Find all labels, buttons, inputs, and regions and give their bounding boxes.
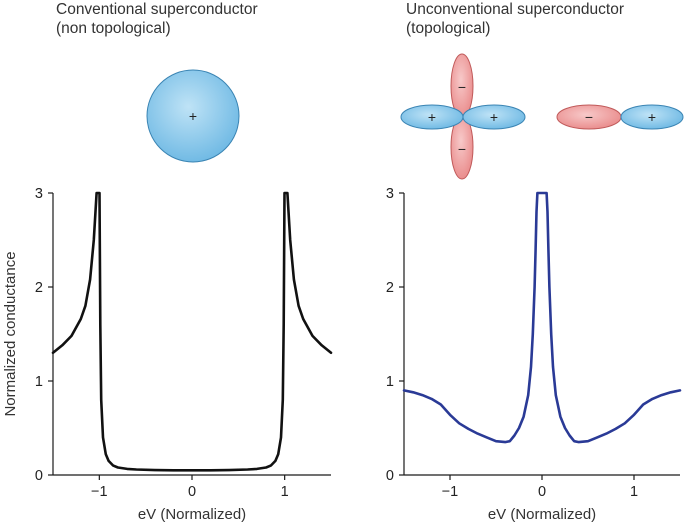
chart-2-xtick-label: 1 <box>630 484 638 500</box>
chart-1-xtick-label: −1 <box>91 484 108 500</box>
chart-1-xtick-label: 1 <box>281 484 289 500</box>
chart-2-ytick-label: 3 <box>386 186 394 202</box>
s-wave-plus-sign: + <box>189 108 197 124</box>
chart-1-ticks: −1 0 1 0 1 2 3 <box>35 186 289 500</box>
d-wave-minus-top: − <box>458 79 466 95</box>
chart-2-xtick-label: −1 <box>442 484 459 500</box>
chart-1-ytick-label: 3 <box>35 186 43 202</box>
p-wave-minus-sign: − <box>585 109 593 125</box>
chart-2: −1 0 1 0 1 2 3 eV (Normalized) <box>386 186 682 523</box>
d-wave-plus-right: + <box>490 109 498 125</box>
chart-2-ticks: −1 0 1 0 1 2 3 <box>386 186 638 500</box>
s-wave-lobe <box>146 69 240 163</box>
chart-2-series <box>402 191 682 444</box>
d-wave-orbital-diagram: − − + + <box>400 53 526 180</box>
chart-2-series-line <box>402 191 682 444</box>
d-wave-lobe-right <box>462 104 526 130</box>
chart-1-series <box>51 191 333 472</box>
panel-2-title: Unconventional superconductor (topologic… <box>406 0 624 38</box>
chart-2-ytick-label: 0 <box>386 468 394 484</box>
s-wave-orbital-diagram: + <box>146 69 240 163</box>
chart-2-xlabel: eV (Normalized) <box>488 506 596 523</box>
d-wave-plus-left: + <box>428 109 436 125</box>
chart-2-ytick-label: 1 <box>386 374 394 390</box>
chart-1-xlabel: eV (Normalized) <box>138 506 246 523</box>
chart-1: −1 0 1 0 1 2 3 eV (Normalized) <box>35 186 333 523</box>
d-wave-minus-bottom: − <box>458 141 466 157</box>
chart-1-ytick-label: 0 <box>35 468 43 484</box>
chart-2-ytick-label: 2 <box>386 280 394 296</box>
p-wave-lobe-right <box>620 104 684 130</box>
panel-1-title-line2: (non topological) <box>56 20 171 37</box>
chart-1-xtick-label: 0 <box>188 484 196 500</box>
panel-2-title-line2: (topological) <box>406 20 491 37</box>
chart-1-ytick-label: 1 <box>35 374 43 390</box>
p-wave-orbital-diagram: − + <box>556 104 684 130</box>
chart-1-series-line <box>51 191 333 472</box>
chart-1-ytick-label: 2 <box>35 280 43 296</box>
panel-1-title-line1: Conventional superconductor <box>56 1 258 18</box>
chart-2-axes <box>403 193 680 476</box>
chart-2-xtick-label: 0 <box>538 484 546 500</box>
panel-2-title-line1: Unconventional superconductor <box>406 1 624 18</box>
chart-1-ylabel: Normalized conductance <box>2 251 19 416</box>
p-wave-plus-sign: + <box>648 109 656 125</box>
panel-1-title: Conventional superconductor (non topolog… <box>56 0 258 38</box>
